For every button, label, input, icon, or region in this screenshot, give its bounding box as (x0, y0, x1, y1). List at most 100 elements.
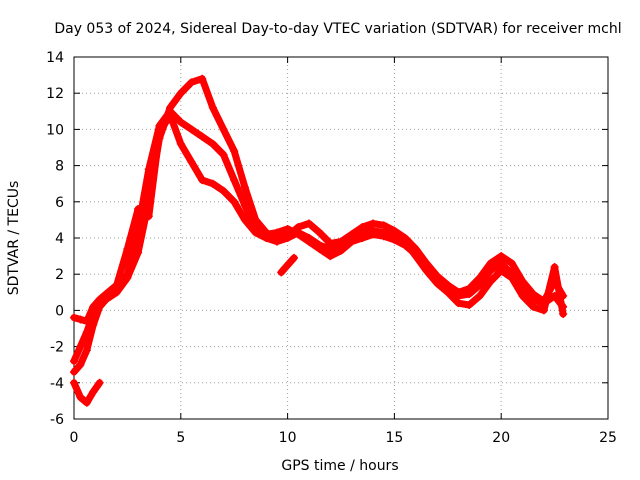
data-point (369, 219, 378, 228)
data-point (304, 219, 313, 228)
data-point (304, 234, 313, 242)
data-point (486, 259, 495, 268)
data-point (144, 212, 153, 221)
data-point (82, 398, 91, 407)
data-point (529, 302, 538, 311)
y-tick-label: 2 (55, 267, 64, 283)
chart-title: Day 053 of 2024, Sidereal Day-to-day VTE… (54, 21, 621, 37)
data-point (70, 378, 78, 387)
data-point (326, 252, 335, 261)
data-point (230, 197, 239, 206)
data-point (290, 253, 299, 262)
data-point (337, 239, 345, 248)
data-point (379, 221, 388, 230)
y-tick-label: 4 (55, 231, 64, 247)
data-point (89, 320, 98, 329)
data-point (262, 234, 271, 242)
data-point (82, 346, 91, 355)
y-tick-label: 12 (46, 86, 64, 102)
x-axis-label: GPS time / hours (281, 458, 398, 474)
data-point (390, 232, 399, 241)
x-tick-label: 0 (70, 430, 79, 446)
data-point (507, 259, 516, 268)
data-point (529, 290, 538, 299)
y-tick-label: 10 (46, 122, 64, 138)
data-point (155, 129, 164, 138)
data-point (89, 387, 98, 396)
data-point (326, 244, 335, 253)
y-tick-label: 0 (55, 303, 64, 319)
data-point (465, 284, 474, 293)
x-tick-label: 10 (279, 430, 297, 446)
data-point (95, 378, 104, 387)
data-point (89, 302, 98, 311)
data-point (76, 360, 85, 369)
data-point (433, 279, 442, 288)
data-point (283, 261, 292, 270)
y-axis-label: SDTVAR / TECUs (6, 181, 22, 296)
data-point (369, 226, 378, 235)
data-point (219, 125, 228, 134)
series-5 (277, 253, 299, 277)
data-point (337, 246, 345, 255)
data-point (187, 157, 196, 166)
data-point (518, 277, 527, 286)
data-point (294, 228, 303, 237)
data-point (272, 237, 281, 246)
data-point (112, 281, 121, 290)
data-point (176, 118, 185, 127)
data-point (123, 273, 132, 282)
data-point (454, 288, 463, 297)
x-tick-label: 25 (599, 430, 617, 446)
data-point (198, 132, 207, 141)
data-point (95, 295, 104, 304)
data-point (123, 244, 132, 253)
data-point (230, 147, 239, 156)
data-point (443, 288, 452, 297)
data-point (497, 252, 506, 261)
y-tick-label: -6 (50, 412, 64, 428)
data-point (518, 291, 527, 300)
data-marks (70, 74, 568, 407)
data-point (176, 139, 185, 148)
data-point (82, 317, 91, 326)
ticks: 0 5 10 15 20 25 -6 -4 -2 0 2 4 6 8 10 12 14 (46, 50, 617, 446)
data-point (497, 259, 506, 268)
data-point (507, 273, 516, 282)
data-point (76, 342, 85, 351)
data-point (134, 205, 143, 214)
data-point (550, 262, 559, 271)
y-tick-label: -2 (50, 340, 64, 356)
data-point (208, 179, 217, 188)
series-4 (70, 378, 104, 407)
data-point (539, 306, 548, 315)
data-point (240, 215, 249, 224)
x-tick-label: 5 (176, 430, 185, 446)
data-point (176, 89, 185, 98)
data-point (283, 234, 292, 242)
y-tick-label: 8 (55, 159, 64, 175)
data-point (315, 228, 324, 237)
data-point (219, 186, 228, 195)
plot-frame (73, 56, 609, 420)
data-point (230, 176, 239, 185)
x-tick-label: 15 (385, 430, 403, 446)
data-point (559, 310, 568, 319)
y-tick-label: 14 (46, 50, 64, 66)
data-point (379, 228, 388, 237)
data-point (76, 393, 85, 402)
data-point (486, 277, 495, 286)
data-point (208, 103, 217, 112)
series-2 (70, 74, 568, 376)
y-tick-label: 6 (55, 195, 64, 211)
series-3 (70, 110, 568, 326)
data-point (187, 125, 196, 134)
data-point (475, 273, 484, 282)
data-point (465, 300, 474, 309)
data-point (198, 176, 207, 185)
data-point (251, 228, 260, 237)
data-point (497, 266, 506, 275)
data-point (166, 110, 175, 119)
data-point (70, 313, 78, 322)
